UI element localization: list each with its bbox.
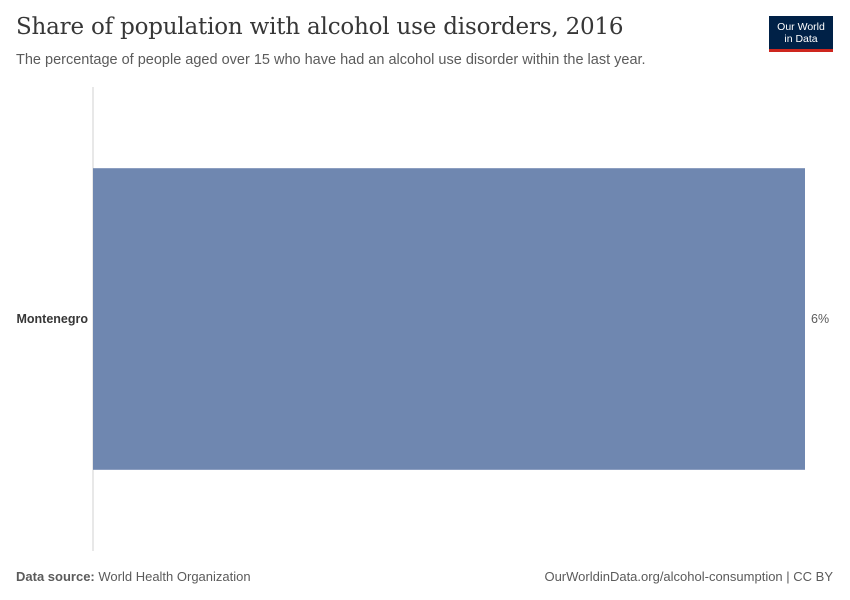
- logo-line-1: Our World: [777, 21, 825, 33]
- value-label: 6%: [811, 312, 829, 326]
- data-source: Data source: World Health Organization: [16, 569, 251, 584]
- data-source-label: Data source:: [16, 569, 95, 584]
- bars-group: Montenegro 6%: [16, 168, 829, 470]
- footer-link[interactable]: OurWorldinData.org/alcohol-consumption |…: [544, 569, 833, 584]
- chart-title: Share of population with alcohol use dis…: [16, 14, 624, 40]
- category-label: Montenegro: [16, 312, 88, 326]
- bar-montenegro[interactable]: [93, 168, 805, 470]
- owid-logo[interactable]: Our World in Data: [769, 16, 833, 52]
- data-source-value: World Health Organization: [98, 569, 251, 584]
- chart-subtitle: The percentage of people aged over 15 wh…: [16, 52, 646, 68]
- logo-line-2: in Data: [784, 33, 818, 45]
